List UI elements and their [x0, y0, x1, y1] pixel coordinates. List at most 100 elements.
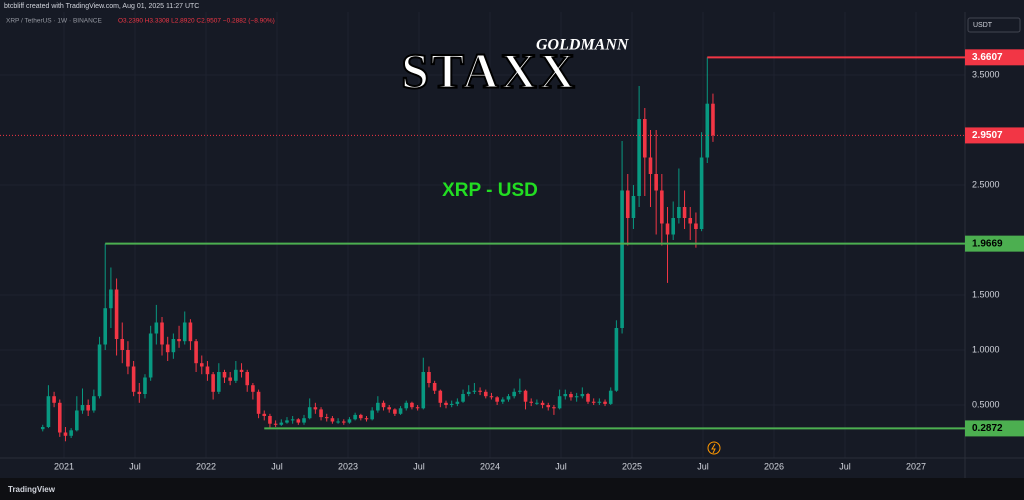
candle-body	[148, 333, 153, 378]
candle-body	[512, 391, 516, 397]
candle-body	[529, 401, 534, 403]
candle-body	[665, 223, 670, 235]
price-label-box	[965, 49, 1024, 66]
candle-body	[251, 385, 255, 392]
candle-body	[52, 396, 56, 403]
candle-body	[182, 322, 187, 342]
candle-body	[688, 218, 693, 224]
candle-body	[591, 401, 596, 403]
brand[interactable]: TradingView	[8, 485, 56, 494]
candle-body	[359, 414, 363, 419]
watermark: GOLDMANN STAXX	[400, 37, 630, 100]
candle-body	[501, 399, 505, 402]
x-tick-label: Jul	[697, 461, 709, 471]
candle-body	[410, 402, 414, 408]
candle-body	[387, 407, 392, 410]
candle-body	[290, 419, 295, 421]
x-tick-label: 2022	[196, 461, 216, 471]
candle-body	[97, 344, 102, 397]
candle-body	[625, 190, 630, 218]
candle-body	[205, 366, 210, 375]
candle-body	[586, 394, 590, 402]
x-tick-label: Jul	[413, 461, 425, 471]
candle-body	[489, 396, 494, 398]
price-label-box	[965, 127, 1024, 144]
candle-body	[302, 418, 306, 423]
candle-body	[557, 396, 562, 409]
candle-body	[552, 407, 556, 409]
y-tick-label: 0.5000	[972, 399, 1000, 409]
candle-body	[296, 419, 301, 423]
candle-body	[188, 322, 193, 342]
watermark-main: STAXX	[401, 42, 577, 98]
currency-box[interactable]	[967, 17, 1021, 33]
candle-body	[393, 409, 397, 414]
candle-body	[461, 394, 465, 402]
candle-body	[109, 289, 113, 309]
candle-body	[194, 341, 198, 364]
candle-body	[370, 410, 374, 420]
currency[interactable]: USDT	[973, 22, 993, 29]
candles	[40, 57, 715, 442]
candle-body	[228, 377, 232, 381]
candle-body	[80, 405, 85, 411]
price-label-box	[965, 420, 1024, 437]
x-tick-label: 2026	[764, 461, 784, 471]
candle-body	[682, 207, 687, 218]
candle-body	[608, 390, 613, 404]
candle-body	[143, 377, 147, 394]
candle-body	[171, 339, 176, 353]
candle-body	[563, 394, 568, 397]
candle-body	[472, 390, 477, 392]
credit: btcbliff created with TradingView.com, A…	[4, 3, 199, 10]
price-label: 0.2872	[972, 423, 1003, 434]
candle-body	[69, 430, 73, 436]
candle-body	[222, 372, 227, 378]
y-tick-label: 2.5000	[972, 179, 1000, 189]
candle-body	[398, 408, 403, 414]
price-label-box	[965, 235, 1024, 252]
candle-body	[114, 289, 119, 339]
candle-body	[478, 390, 482, 392]
x-tick-label: Jul	[271, 461, 283, 471]
candle-body	[711, 103, 715, 136]
candle-body	[160, 322, 164, 345]
candle-body	[46, 396, 51, 427]
candle-body	[103, 308, 108, 345]
price-label: 1.9669	[972, 238, 1003, 249]
candle-body	[313, 407, 318, 410]
candle-body	[620, 190, 624, 328]
candle-body	[495, 397, 499, 402]
y-tick-label: 1.0000	[972, 344, 1000, 354]
candle-body	[677, 207, 681, 218]
price-label: 3.6607	[972, 52, 1003, 63]
candle-body	[177, 339, 181, 342]
candle-body	[597, 401, 602, 403]
candle-body	[353, 414, 357, 420]
event-icon[interactable]	[707, 441, 721, 455]
candle-body	[376, 402, 380, 411]
x-tick-label: 2027	[906, 461, 926, 471]
candle-body	[341, 421, 346, 423]
x-tick-label: 2023	[338, 461, 358, 471]
ohlc: O3.2390 H3.3308 L2.8920 C2.9507 −0.2882 …	[118, 18, 275, 25]
candle-body	[239, 369, 244, 372]
candle-body	[256, 391, 261, 414]
candle-body	[483, 391, 488, 397]
footer-bar	[0, 478, 1024, 500]
candle-body	[421, 372, 426, 409]
candle-body	[540, 402, 545, 405]
candle-body	[199, 363, 204, 367]
candle-body	[137, 391, 142, 394]
candle-body	[546, 405, 551, 408]
x-tick-label: 2021	[54, 461, 74, 471]
candle-body	[126, 350, 130, 367]
candle-body	[705, 103, 710, 158]
candle-body	[699, 157, 704, 229]
candle-body	[75, 410, 79, 431]
candle-body	[404, 402, 409, 409]
candle-body	[319, 409, 323, 418]
candle-body	[580, 394, 585, 397]
